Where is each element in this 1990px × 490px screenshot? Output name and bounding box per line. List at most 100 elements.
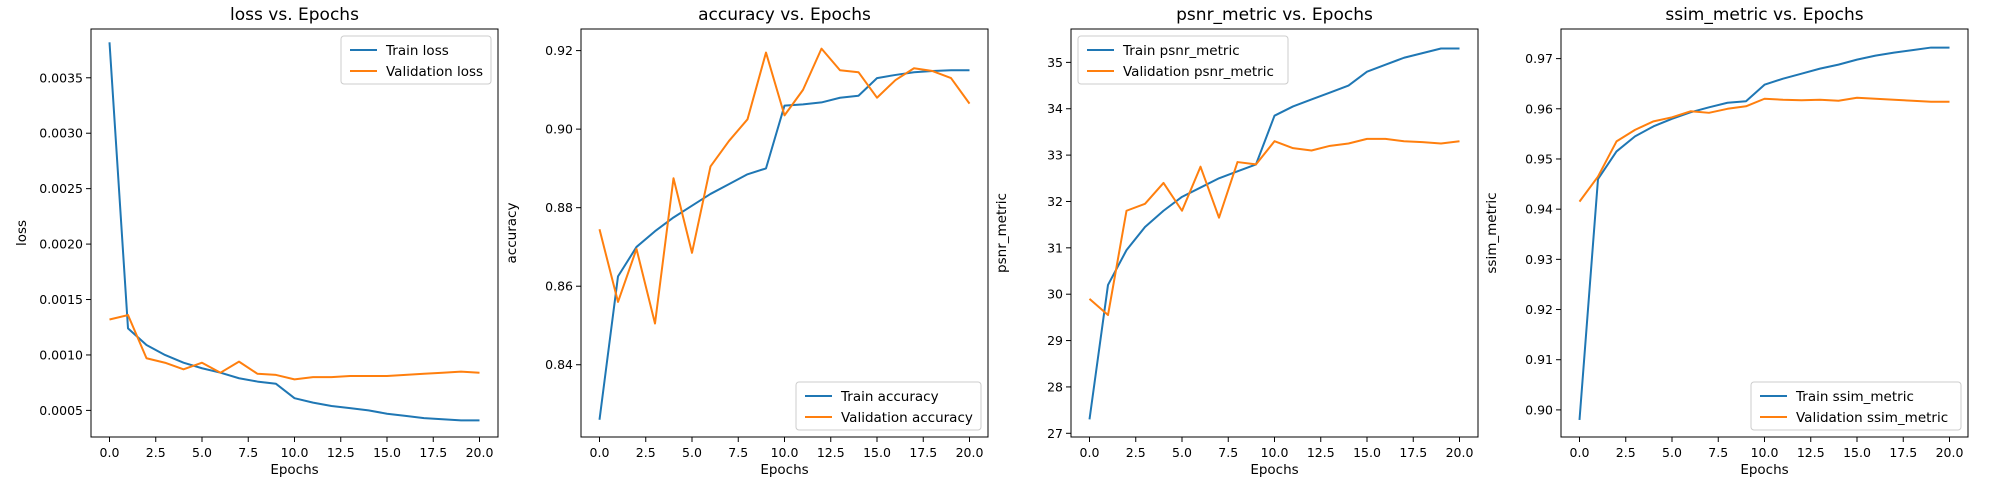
chart-4: 0.0 2.5 5.0 7.5 10.0 12.5 15.0 17.5 20.0 0.90 0.91… xyxy=(1484,5,1969,478)
x-tick-label: 5.0 xyxy=(1662,445,1682,460)
y-tick-label: 35 xyxy=(1047,55,1063,70)
y-tick-label: 0.84 xyxy=(545,357,573,372)
y-axis-label: psnr_metric xyxy=(994,193,1010,273)
legend: Train psnr_metric Validation psnr_metric xyxy=(1077,35,1289,85)
chart-title: ssim_metric vs. Epochs xyxy=(1665,5,1863,25)
legend-box xyxy=(1750,381,1962,431)
y-tick-label: 0.0015 xyxy=(39,292,83,307)
y-tick-label: 0.0030 xyxy=(39,126,83,141)
y-axis-label: loss xyxy=(14,220,30,246)
x-axis-label: Epochs xyxy=(1740,462,1788,478)
y-tick-label: 0.96 xyxy=(1525,101,1553,116)
y-tick-label: 0.86 xyxy=(545,279,573,294)
chart-title: psnr_metric vs. Epochs xyxy=(1176,5,1373,25)
series-line-2 xyxy=(109,314,480,381)
x-tick-label: 2.5 xyxy=(1126,445,1146,460)
series-line-1 xyxy=(1578,46,1950,421)
x-tick-label: 15.0 xyxy=(863,445,891,460)
y-tick-label: 31 xyxy=(1047,240,1063,255)
plot-frame xyxy=(1560,28,1969,438)
legend-label: Validation psnr_metric xyxy=(1123,64,1274,80)
y-tick-label: 0.0025 xyxy=(39,181,83,196)
x-tick-label: 15.0 xyxy=(1353,445,1381,460)
y-tick-label: 0.0035 xyxy=(39,70,83,85)
x-tick-label: 0.0 xyxy=(1570,445,1590,460)
x-tick-label: 12.5 xyxy=(327,445,355,460)
y-tick-label: 0.94 xyxy=(1525,202,1553,217)
x-tick-label: 7.5 xyxy=(238,445,258,460)
x-tick-label: 20.0 xyxy=(466,445,494,460)
y-tick-label: 28 xyxy=(1047,379,1063,394)
x-tick-label: 12.5 xyxy=(817,445,845,460)
x-tick-label: 17.5 xyxy=(1889,445,1917,460)
chart-3: 0.0 2.5 5.0 7.5 10.0 12.5 15.0 17.5 20.0 27 28 29 30… xyxy=(994,5,1479,478)
y-tick-label: 0.90 xyxy=(1525,402,1553,417)
x-tick-label: 2.5 xyxy=(146,445,166,460)
series-line-2 xyxy=(598,47,971,325)
x-tick-label: 5.0 xyxy=(192,445,212,460)
plot-frame xyxy=(1070,28,1479,438)
x-tick-label: 17.5 xyxy=(419,445,447,460)
x-tick-label: 10.0 xyxy=(1751,445,1779,460)
y-tick-label: 0.0005 xyxy=(39,403,83,418)
x-tick-label: 12.5 xyxy=(1307,445,1335,460)
legend-label: Validation ssim_metric xyxy=(1796,410,1948,426)
x-tick-label: 15.0 xyxy=(373,445,401,460)
chart-1: 0.0 2.5 5.0 7.5 10.0 12.5 15.0 17.5 20.0 0.0005 0.… xyxy=(14,5,499,478)
x-tick-label: 17.5 xyxy=(1399,445,1427,460)
x-tick-label: 2.5 xyxy=(1616,445,1636,460)
y-axis-label: accuracy xyxy=(504,203,520,264)
x-tick-label: 0.0 xyxy=(100,445,120,460)
y-tick-label: 0.92 xyxy=(545,43,573,58)
y-tick-label: 0.0010 xyxy=(39,347,83,362)
x-axis-label: Epochs xyxy=(270,462,318,478)
x-axis-label: Epochs xyxy=(1250,462,1298,478)
x-tick-label: 0.0 xyxy=(1080,445,1100,460)
x-tick-label: 10.0 xyxy=(1261,445,1289,460)
x-tick-label: 5.0 xyxy=(682,445,702,460)
series-line-2 xyxy=(1088,137,1460,317)
series-line-2 xyxy=(1578,96,1950,203)
x-tick-label: 10.0 xyxy=(281,445,309,460)
x-tick-label: 20.0 xyxy=(1446,445,1474,460)
legend: Train accuracy Validation accuracy xyxy=(795,381,982,431)
legend-label: Train ssim_metric xyxy=(1795,389,1914,405)
legend-box xyxy=(795,381,982,431)
y-tick-label: 0.93 xyxy=(1525,252,1553,267)
legend-label: Train loss xyxy=(385,43,449,59)
y-axis-label: ssim_metric xyxy=(1484,192,1500,273)
legend-label: Validation loss xyxy=(386,64,483,80)
y-tick-label: 0.95 xyxy=(1525,151,1553,166)
legend: Train ssim_metric Validation ssim_metric xyxy=(1750,381,1962,431)
chart-title: accuracy vs. Epochs xyxy=(698,5,871,25)
x-tick-label: 12.5 xyxy=(1797,445,1825,460)
x-tick-label: 7.5 xyxy=(1218,445,1238,460)
legend: Train loss Validation loss xyxy=(340,35,492,85)
y-tick-label: 33 xyxy=(1047,148,1063,163)
y-tick-label: 32 xyxy=(1047,194,1063,209)
y-tick-label: 0.90 xyxy=(545,122,573,137)
legend-label: Train psnr_metric xyxy=(1122,43,1240,59)
chart-2: 0.0 2.5 5.0 7.5 10.0 12.5 15.0 17.5 20.0 0.84 0.86… xyxy=(504,5,989,478)
x-tick-label: 7.5 xyxy=(728,445,748,460)
x-axis-label: Epochs xyxy=(760,462,808,478)
legend-label: Train accuracy xyxy=(840,389,939,405)
y-tick-label: 30 xyxy=(1047,287,1063,302)
y-tick-label: 29 xyxy=(1047,333,1063,348)
legend-label: Validation accuracy xyxy=(841,410,973,426)
x-tick-label: 20.0 xyxy=(956,445,984,460)
x-tick-label: 17.5 xyxy=(909,445,937,460)
y-tick-label: 0.0020 xyxy=(39,237,83,252)
y-tick-label: 0.97 xyxy=(1525,51,1553,66)
y-tick-label: 0.92 xyxy=(1525,302,1553,317)
legend-box xyxy=(1077,35,1289,85)
series-line-1 xyxy=(1088,47,1460,420)
legend-box xyxy=(340,35,492,85)
chart-title: loss vs. Epochs xyxy=(230,5,359,25)
series-line-1 xyxy=(598,69,970,420)
plot-frame xyxy=(90,28,499,438)
x-tick-label: 5.0 xyxy=(1172,445,1192,460)
x-tick-label: 15.0 xyxy=(1843,445,1871,460)
x-tick-label: 10.0 xyxy=(771,445,799,460)
